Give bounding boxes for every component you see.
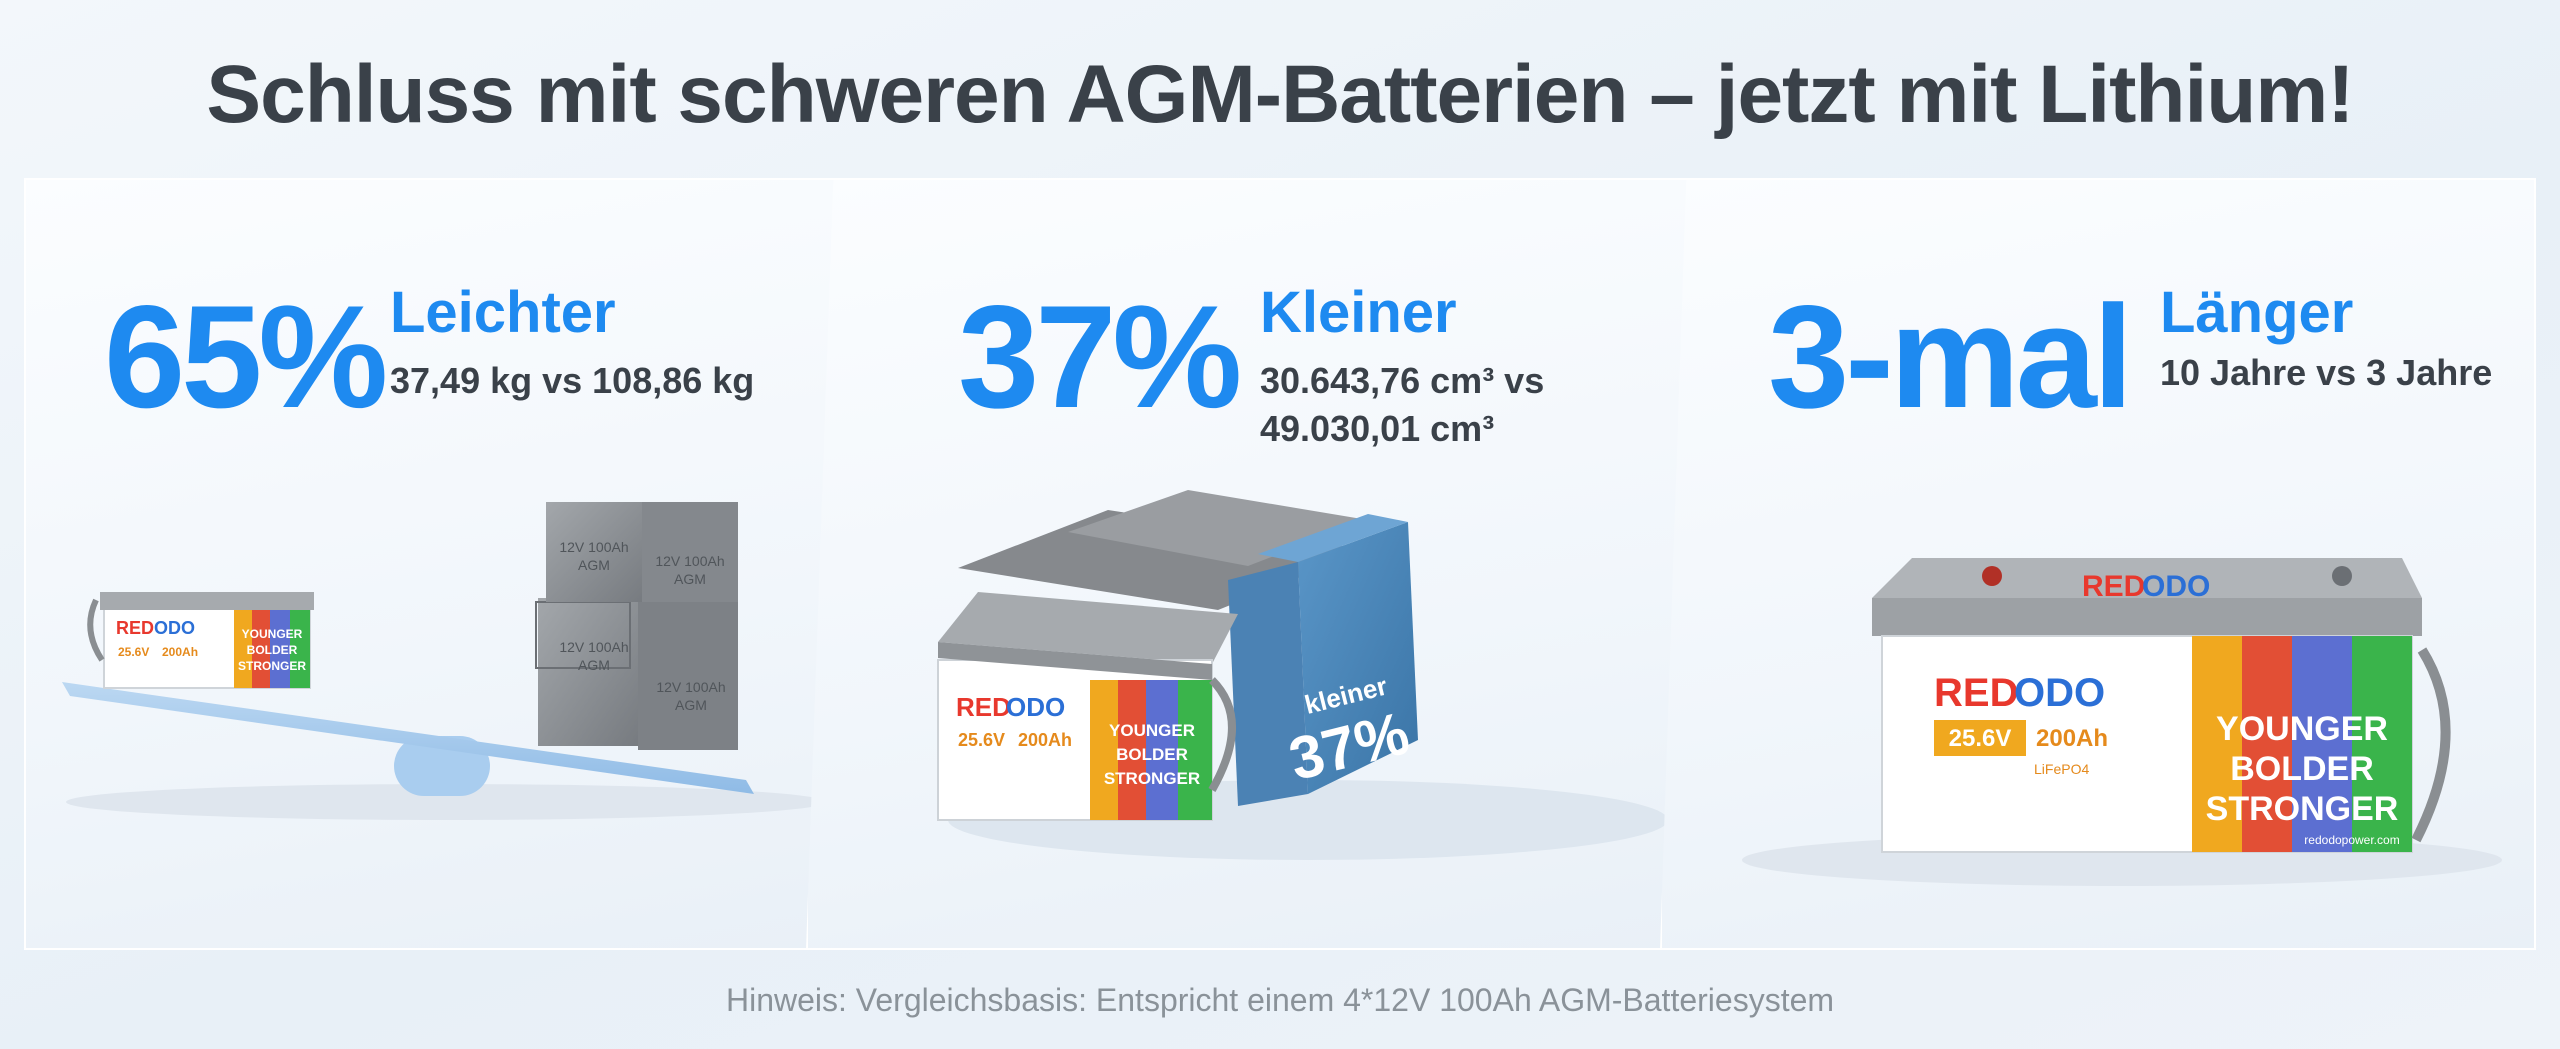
size-sub-1: 30.643,76 cm³ vs — [1260, 360, 1545, 401]
large-website: redodopower.com — [2304, 833, 2399, 847]
weight-title: Leichter — [390, 280, 616, 345]
seesaw-illustration: 12V 100Ah AGM 12V 100Ah AGM 12V 100Ah AG… — [62, 502, 826, 820]
seesaw-plank — [62, 682, 754, 794]
med-voltage: 25.6V — [958, 730, 1005, 750]
lithium-battery-large: RED ODO RED ODO 25.6V 200Ah LiFePO4 YOUN… — [1872, 558, 2451, 853]
weight-stat: 65% — [104, 275, 388, 438]
med-slogan-2: BOLDER — [1116, 745, 1188, 764]
agm-label-1b: AGM — [578, 657, 610, 673]
top-brand-red: RED — [2082, 570, 2145, 603]
small-capacity: 200Ah — [162, 645, 198, 659]
med-capacity: 200Ah — [1018, 730, 1072, 750]
lifespan-title: Länger — [2160, 280, 2354, 345]
lifespan-sub: 10 Jahre vs 3 Jahre — [2160, 352, 2493, 393]
footnote: Hinweis: Vergleichsbasis: Entspricht ein… — [725, 982, 1835, 1018]
panel-size: 37% Kleiner 30.643,76 cm³ vs 49.030,01 c… — [806, 178, 1718, 950]
large-slogan-1: YOUNGER — [2216, 710, 2388, 748]
weight-sub: 37,49 kg vs 108,86 kg — [390, 360, 755, 401]
large-brand-red: RED — [1934, 671, 2018, 715]
agm-label-2a: 12V 100Ah — [656, 679, 725, 695]
agm-label-3a: 12V 100Ah — [559, 539, 628, 555]
size-stat: 37% — [958, 275, 1242, 438]
small-brand-blue: ODO — [154, 618, 195, 638]
lithium-battery-medium: RED ODO 25.6V 200Ah YOUNGER BOLDER STRON… — [937, 592, 1238, 821]
large-slogan-2: BOLDER — [2230, 750, 2374, 788]
small-brand-red: RED — [116, 618, 154, 638]
small-slogan-3: STRONGER — [238, 659, 306, 673]
med-slogan-1: YOUNGER — [1109, 721, 1195, 740]
floor-shadow — [66, 784, 826, 820]
agm-label-2b: AGM — [675, 697, 707, 713]
small-voltage: 25.6V — [118, 645, 149, 659]
large-brand-blue: ODO — [2014, 671, 2105, 715]
agm-blue-face — [1298, 522, 1418, 794]
lifespan-stat: 3-mal — [1768, 275, 2133, 438]
agm-label-3b: AGM — [578, 557, 610, 573]
agm-label-4b: AGM — [674, 571, 706, 587]
size-illustration: kleiner 37% RED ODO 25.6V 200Ah YOUNGER … — [937, 490, 1668, 860]
agm-label-1a: 12V 100Ah — [559, 639, 628, 655]
lithium-battery-small: RED ODO 25.6V 200Ah YOUNGER BOLDER STRON… — [87, 592, 314, 689]
med-brand-red: RED — [956, 692, 1011, 722]
med-slogan-3: STRONGER — [1104, 769, 1200, 788]
panel-lifespan: 3-mal Länger 10 Jahre vs 3 Jahre RED ODO… — [1660, 178, 2536, 950]
agm-battery-stack: 12V 100Ah AGM 12V 100Ah AGM 12V 100Ah AG… — [535, 502, 738, 750]
large-capacity: 200Ah — [2036, 725, 2108, 752]
lifespan-illustration: RED ODO RED ODO 25.6V 200Ah LiFePO4 YOUN… — [1742, 558, 2502, 886]
headline: Schluss mit schweren AGM-Batterien – jet… — [206, 49, 2354, 140]
small-slogan-2: BOLDER — [247, 643, 298, 657]
size-sub-2: 49.030,01 cm³ — [1260, 408, 1495, 449]
size-title: Kleiner — [1260, 280, 1457, 345]
large-voltage: 25.6V — [1949, 725, 2012, 752]
agm-block-group: kleiner 37% — [958, 490, 1418, 806]
agm-label-4a: 12V 100Ah — [655, 553, 724, 569]
large-chem: LiFePO4 — [2034, 761, 2089, 777]
large-slogan-3: STRONGER — [2206, 790, 2399, 828]
top-brand-blue: ODO — [2142, 570, 2210, 603]
voltage-badge — [1934, 720, 2026, 756]
panel-weight: 65% Leichter 37,49 kg vs 108,86 kg — [24, 178, 862, 950]
small-slogan-1: YOUNGER — [242, 627, 303, 641]
med-brand-blue: ODO — [1006, 692, 1065, 722]
